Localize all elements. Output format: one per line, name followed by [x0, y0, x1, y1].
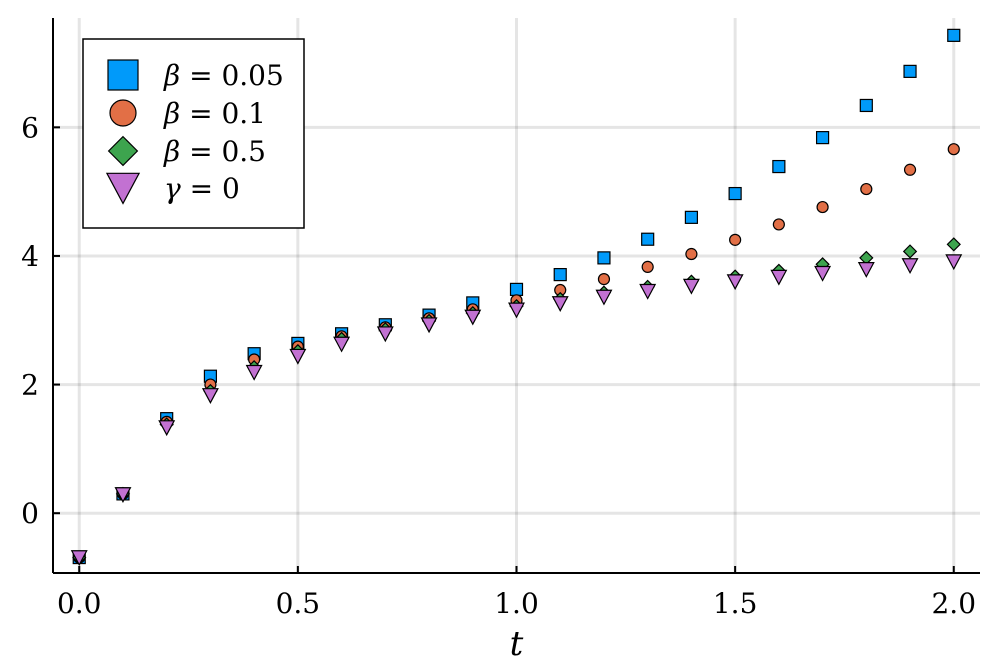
axes — [52, 18, 980, 574]
legend-label: β = 0.1 — [163, 97, 266, 130]
data-point — [508, 302, 525, 319]
data-point — [903, 64, 917, 78]
legend-label: β = 0.05 — [163, 59, 284, 92]
legend-value: = 0 — [181, 172, 240, 205]
legend-item: β = 0.5 — [107, 135, 266, 168]
legend-value: = 0.1 — [180, 97, 266, 130]
legend-item: γ = 0 — [105, 172, 240, 205]
x-tick-label: 0.5 — [276, 587, 321, 620]
data-point — [901, 258, 919, 275]
data-points — [70, 28, 963, 567]
y-tick-label: 4 — [21, 240, 39, 273]
data-point — [70, 550, 88, 567]
y-tick-label: 0 — [21, 497, 39, 530]
data-point — [947, 28, 961, 42]
legend-marker — [107, 59, 139, 91]
x-tick-label: 0.0 — [57, 587, 102, 620]
data-point — [551, 296, 569, 312]
legend-item: β = 0.05 — [107, 59, 284, 92]
legend-value: = 0.05 — [180, 59, 284, 92]
data-point — [857, 262, 875, 278]
data-point — [947, 143, 960, 156]
data-point — [772, 159, 786, 174]
x-tick-label: 1.0 — [494, 587, 539, 620]
data-point — [595, 289, 613, 306]
legend-value: = 0.5 — [180, 135, 266, 168]
data-point — [684, 210, 699, 224]
data-point — [245, 364, 263, 381]
data-point — [815, 131, 830, 145]
data-point — [639, 283, 657, 300]
data-point — [859, 98, 873, 113]
legend-marker — [105, 172, 141, 205]
data-point — [726, 274, 744, 291]
legend-item: β = 0.1 — [109, 97, 266, 130]
legend-marker — [109, 99, 137, 127]
data-point — [376, 326, 394, 343]
data-point — [814, 265, 832, 282]
data-point — [420, 317, 438, 334]
legend-label: β = 0.5 — [163, 135, 266, 168]
data-point — [464, 309, 482, 326]
legend-symbol: β — [163, 135, 180, 168]
x-tick-labels: 0.0 0.5 1.0 1.5 2.0 — [57, 587, 976, 620]
data-point — [902, 244, 918, 259]
data-point — [945, 254, 963, 271]
data-point — [201, 388, 219, 404]
legend-label: γ = 0 — [164, 172, 240, 205]
data-point — [729, 233, 742, 246]
data-point — [682, 278, 700, 295]
data-point — [597, 251, 611, 265]
data-point — [860, 182, 873, 196]
legend-symbol: β — [163, 59, 180, 92]
data-point — [946, 237, 961, 252]
data-point — [333, 336, 351, 353]
data-point — [728, 186, 742, 201]
legend-marker — [107, 135, 139, 167]
data-point — [158, 420, 176, 437]
x-tick-label: 1.5 — [713, 587, 758, 620]
data-point — [114, 487, 132, 503]
data-point — [772, 218, 785, 231]
data-point — [597, 273, 611, 286]
data-point — [816, 200, 829, 214]
x-axis-label: t — [510, 624, 524, 664]
data-point — [289, 348, 307, 365]
data-point — [509, 282, 524, 296]
data-point — [770, 269, 788, 286]
data-point — [641, 232, 655, 246]
legend: β = 0.05β = 0.1β = 0.5γ = 0 — [82, 38, 305, 229]
y-tick-labels: 0 2 4 6 — [21, 111, 39, 530]
x-tick-label: 2.0 — [931, 587, 976, 620]
legend-symbol: β — [163, 97, 180, 130]
series-4 — [70, 254, 963, 567]
data-point — [903, 163, 917, 176]
y-tick-label: 6 — [21, 111, 39, 144]
data-point — [553, 267, 567, 282]
y-tick-label: 2 — [21, 369, 39, 402]
data-point — [685, 247, 698, 261]
data-point — [641, 260, 654, 273]
legend-symbol: γ — [164, 172, 181, 205]
